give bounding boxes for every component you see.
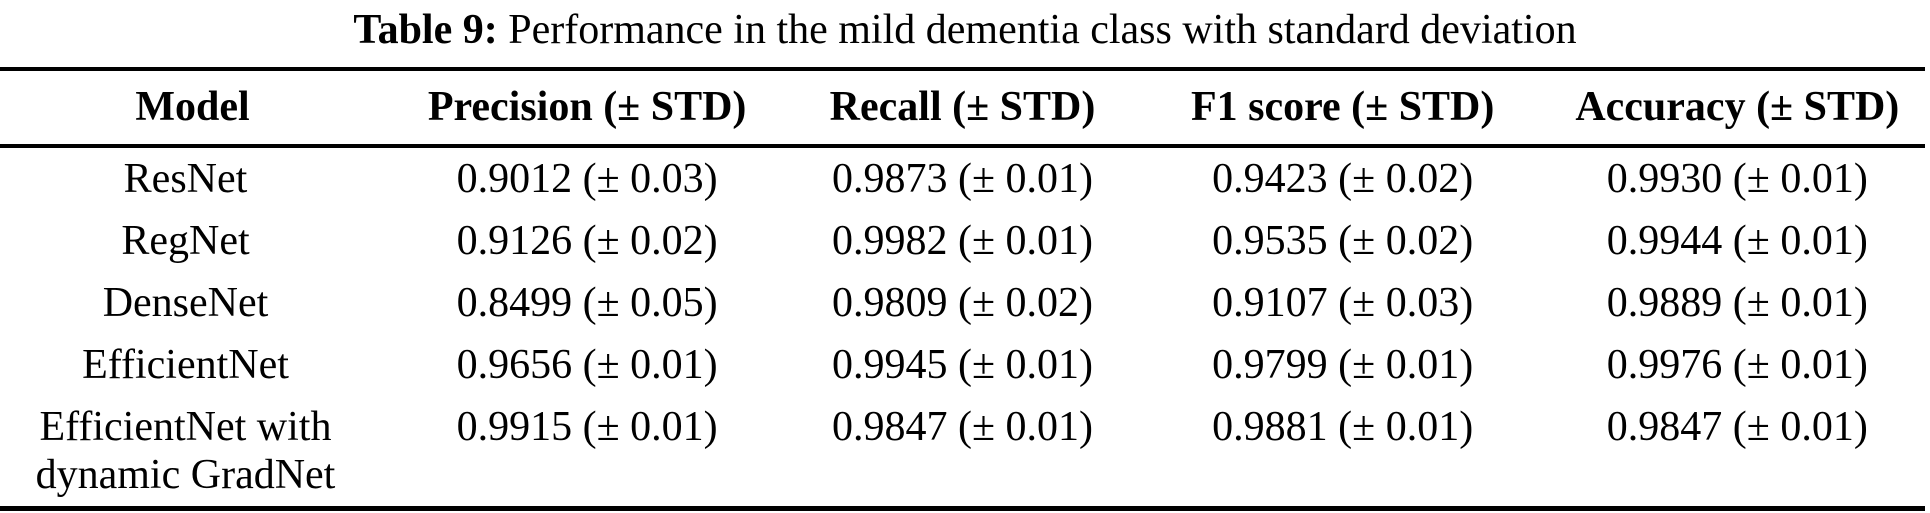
table-caption-text: Performance in the mild dementia class w… [508,7,1577,53]
accuracy-cell: 0.9930 (± 0.01) [1606,156,1868,202]
precision-cell: 0.9012 (± 0.03) [456,156,718,202]
performance-table: Model Precision (± STD) Recall (± STD) F… [0,67,1925,511]
recall-cell: 0.9809 (± 0.02) [831,280,1094,326]
accuracy-cell: 0.9944 (± 0.01) [1606,218,1868,264]
recall-cell: 0.9945 (± 0.01) [831,342,1094,388]
column-header-model: Model [0,69,385,148]
recall-cell: 0.9847 (± 0.01) [831,404,1094,450]
accuracy-cell: 0.9976 (± 0.01) [1606,342,1868,388]
model-cell: EfficientNet [82,342,289,388]
column-header-accuracy: Accuracy (± STD) [1549,69,1925,148]
column-header-precision: Precision (± STD) [385,69,790,148]
table-row: ResNet 0.9012 (± 0.03) 0.9873 (± 0.01) 0… [0,146,1925,210]
f1-cell: 0.9799 (± 0.01) [1212,342,1474,388]
recall-cell: 0.9873 (± 0.01) [831,156,1094,202]
table-caption: Table 9: Performance in the mild dementi… [0,0,1930,54]
f1-cell: 0.9107 (± 0.03) [1212,280,1474,326]
precision-cell: 0.9656 (± 0.01) [456,342,718,388]
table-row: DenseNet 0.8499 (± 0.05) 0.9809 (± 0.02)… [0,272,1925,334]
table-caption-label: Table 9: [353,7,498,53]
table-row: EfficientNet with dynamic GradNet 0.9915… [0,396,1925,509]
column-header-recall: Recall (± STD) [789,69,1136,148]
f1-cell: 0.9423 (± 0.02) [1212,156,1474,202]
recall-cell: 0.9982 (± 0.01) [831,218,1094,264]
precision-cell: 0.9915 (± 0.01) [456,404,718,450]
accuracy-cell: 0.9889 (± 0.01) [1606,280,1868,326]
f1-cell: 0.9881 (± 0.01) [1212,404,1474,450]
model-cell: DenseNet [102,280,269,326]
f1-cell: 0.9535 (± 0.02) [1212,218,1474,264]
table-header-row: Model Precision (± STD) Recall (± STD) F… [0,69,1925,148]
column-header-f1: F1 score (± STD) [1135,69,1550,148]
model-cell: ResNet [123,156,248,202]
table-row: RegNet 0.9126 (± 0.02) 0.9982 (± 0.01) 0… [0,210,1925,272]
model-cell: EfficientNet with dynamic GradNet [35,404,336,498]
table-row: EfficientNet 0.9656 (± 0.01) 0.9945 (± 0… [0,334,1925,396]
model-cell: RegNet [121,218,250,264]
precision-cell: 0.9126 (± 0.02) [456,218,718,264]
precision-cell: 0.8499 (± 0.05) [456,280,718,326]
accuracy-cell: 0.9847 (± 0.01) [1606,404,1868,450]
